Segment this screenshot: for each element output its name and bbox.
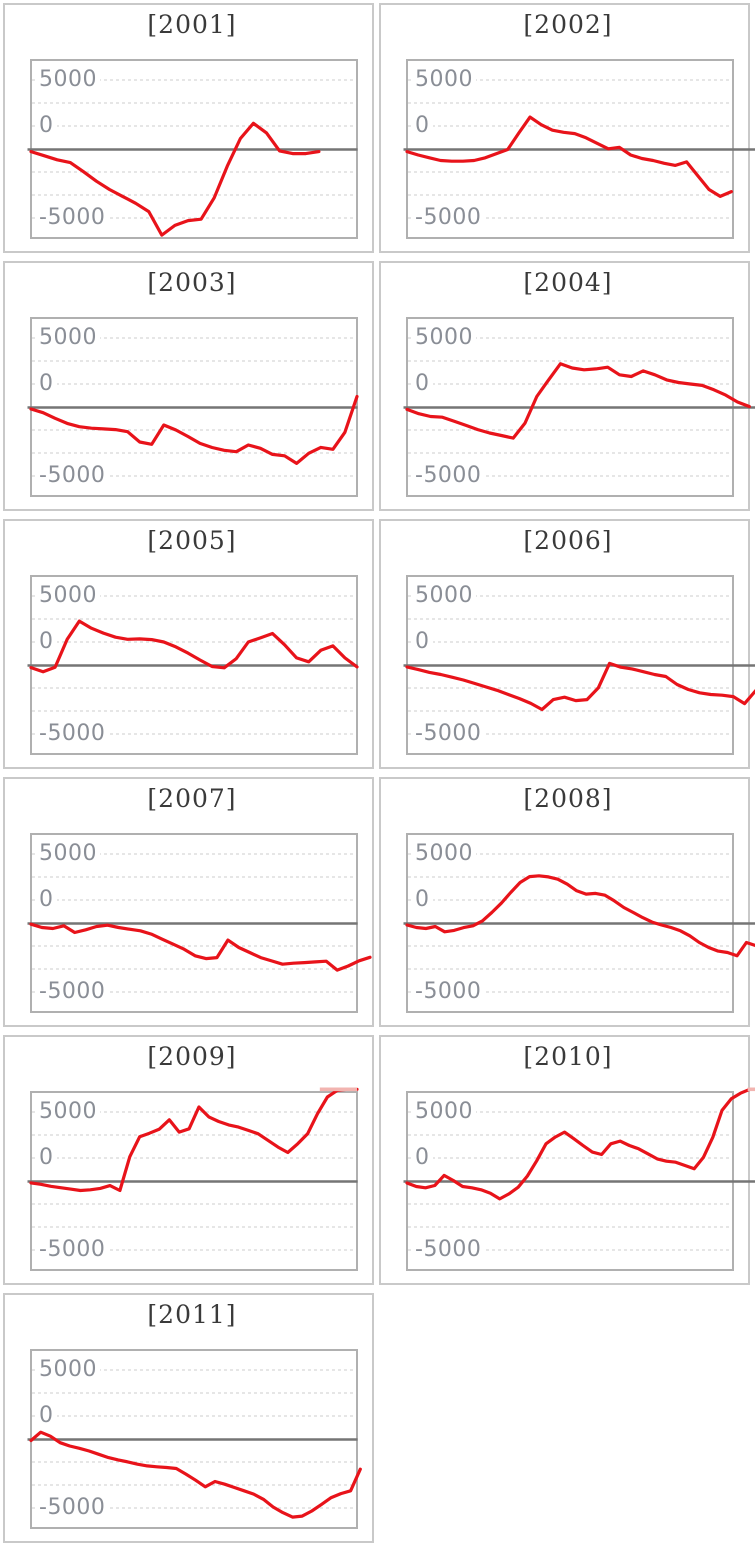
plot-area: 5000 0 -5000 bbox=[5, 5, 385, 255]
chart-title: [2006] bbox=[523, 526, 613, 555]
y-tick-label-5000: 5000 bbox=[412, 325, 476, 351]
plot-canvas bbox=[403, 833, 755, 1013]
y-tick-label-0: 0 bbox=[412, 629, 433, 655]
y-tick-label-5000: 5000 bbox=[412, 583, 476, 609]
chart-title: [2011] bbox=[147, 1300, 237, 1329]
chart-title: [2005] bbox=[147, 526, 237, 555]
chart-panel-2003: [2003] 5000 0 -5000 bbox=[3, 261, 374, 511]
y-tick-label-0: 0 bbox=[36, 1403, 57, 1429]
y-tick-label-neg5000: -5000 bbox=[412, 205, 485, 231]
plot-area: 5000 0 -5000 bbox=[5, 1037, 385, 1287]
chart-panel-2011: [2011] 5000 0 -5000 bbox=[3, 1293, 374, 1543]
chart-panel-2007: [2007] 5000 0 -5000 bbox=[3, 777, 374, 1027]
chart-panel-2004: [2004] 5000 0 -5000 bbox=[379, 261, 755, 511]
plot-canvas bbox=[27, 1349, 362, 1529]
y-tick-label-5000: 5000 bbox=[36, 1357, 100, 1383]
chart-title: [2007] bbox=[147, 784, 237, 813]
y-tick-label-neg5000: -5000 bbox=[36, 721, 109, 747]
plot-area: 5000 0 -5000 bbox=[5, 1295, 385, 1545]
y-tick-label-5000: 5000 bbox=[412, 67, 476, 93]
plot-canvas bbox=[27, 1087, 359, 1271]
y-tick-label-0: 0 bbox=[412, 371, 433, 397]
plot-area: 5000 0 -5000 bbox=[5, 779, 385, 1029]
y-tick-label-5000: 5000 bbox=[36, 583, 100, 609]
y-tick-label-neg5000: -5000 bbox=[412, 1237, 485, 1263]
y-tick-label-neg5000: -5000 bbox=[36, 463, 109, 489]
chart-title: [2003] bbox=[147, 268, 237, 297]
y-tick-label-neg5000: -5000 bbox=[36, 1495, 109, 1521]
y-tick-label-0: 0 bbox=[36, 1145, 57, 1171]
y-tick-label-0: 0 bbox=[36, 113, 57, 139]
chart-title: [2010] bbox=[523, 1042, 613, 1071]
chart-panel-2006: [2006] 5000 0 -5000 bbox=[379, 519, 755, 769]
chart-title: [2009] bbox=[147, 1042, 237, 1071]
y-tick-label-5000: 5000 bbox=[412, 1099, 476, 1125]
y-tick-label-5000: 5000 bbox=[36, 325, 100, 351]
chart-title: [2001] bbox=[147, 10, 237, 39]
y-tick-label-5000: 5000 bbox=[36, 67, 100, 93]
chart-title: [2004] bbox=[523, 268, 613, 297]
chart-panel-2009: [2009] 5000 0 -5000 bbox=[3, 1035, 374, 1285]
plot-area: 5000 0 -5000 bbox=[381, 263, 755, 513]
plot-canvas bbox=[27, 575, 359, 755]
plot-canvas bbox=[27, 317, 359, 497]
y-tick-label-neg5000: -5000 bbox=[36, 1237, 109, 1263]
chart-panel-2008: [2008] 5000 0 -5000 bbox=[379, 777, 755, 1027]
plot-canvas bbox=[403, 59, 755, 239]
y-tick-label-0: 0 bbox=[36, 629, 57, 655]
chart-panel-2002: [2002] 5000 0 -5000 bbox=[379, 3, 755, 253]
y-tick-label-5000: 5000 bbox=[412, 841, 476, 867]
y-tick-label-5000: 5000 bbox=[36, 1099, 100, 1125]
chart-panel-2005: [2005] 5000 0 -5000 bbox=[3, 519, 374, 769]
chart-panel-2010: [2010] 5000 0 -5000 bbox=[379, 1035, 755, 1285]
plot-area: 5000 0 -5000 bbox=[5, 263, 385, 513]
y-tick-label-neg5000: -5000 bbox=[412, 463, 485, 489]
chart-title: [2008] bbox=[523, 784, 613, 813]
plot-area: 5000 0 -5000 bbox=[381, 5, 755, 255]
chart-title: [2002] bbox=[523, 10, 613, 39]
plot-area: 5000 0 -5000 bbox=[381, 779, 755, 1029]
y-tick-label-0: 0 bbox=[412, 1145, 433, 1171]
plot-area: 5000 0 -5000 bbox=[381, 1037, 755, 1287]
y-tick-label-neg5000: -5000 bbox=[36, 979, 109, 1005]
y-tick-label-0: 0 bbox=[412, 113, 433, 139]
y-tick-label-0: 0 bbox=[36, 371, 57, 397]
y-tick-label-0: 0 bbox=[36, 887, 57, 913]
plot-canvas bbox=[403, 1087, 755, 1271]
chart-panel-2001: [2001] 5000 0 -5000 bbox=[3, 3, 374, 253]
plot-area: 5000 0 -5000 bbox=[5, 521, 385, 771]
plot-canvas bbox=[403, 317, 755, 497]
y-tick-label-5000: 5000 bbox=[36, 841, 100, 867]
y-tick-label-neg5000: -5000 bbox=[412, 721, 485, 747]
plot-area: 5000 0 -5000 bbox=[381, 521, 755, 771]
y-tick-label-0: 0 bbox=[412, 887, 433, 913]
y-tick-label-neg5000: -5000 bbox=[412, 979, 485, 1005]
y-tick-label-neg5000: -5000 bbox=[36, 205, 109, 231]
